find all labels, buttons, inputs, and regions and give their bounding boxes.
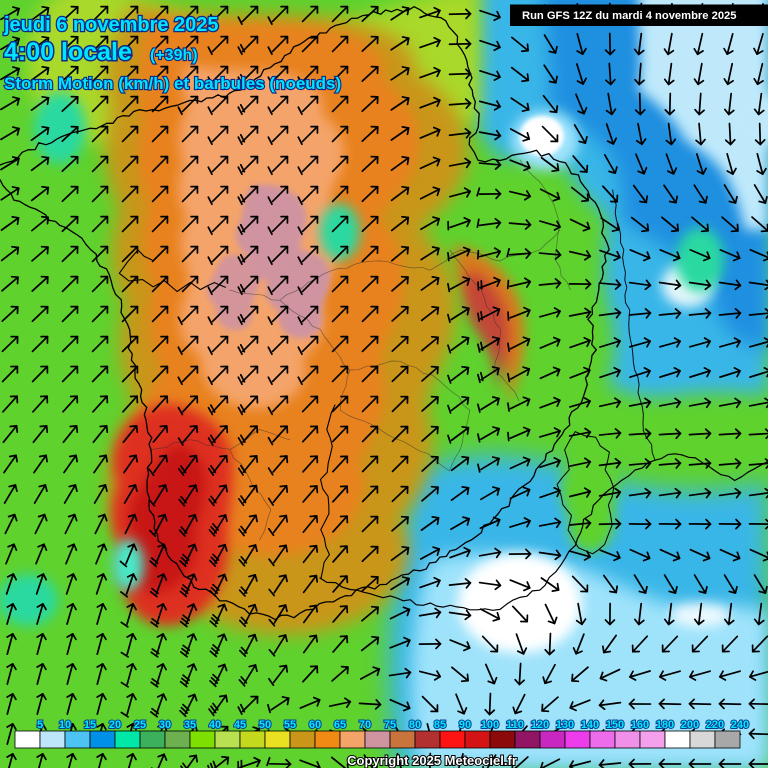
svg-text:100: 100	[481, 719, 499, 731]
svg-text:130: 130	[556, 719, 574, 731]
svg-text:30: 30	[159, 719, 171, 731]
svg-text:85: 85	[434, 719, 446, 731]
svg-text:35: 35	[184, 719, 196, 731]
svg-text:140: 140	[581, 719, 599, 731]
svg-text:90: 90	[459, 719, 471, 731]
svg-text:240: 240	[731, 719, 749, 731]
svg-text:jeudi 6 novembre 2025: jeudi 6 novembre 2025	[3, 14, 219, 36]
svg-text:65: 65	[334, 719, 346, 731]
svg-text:40: 40	[209, 719, 221, 731]
svg-text:20: 20	[109, 719, 121, 731]
svg-text:200: 200	[681, 719, 699, 731]
svg-text:4:00 locale: 4:00 locale	[4, 38, 132, 66]
svg-text:70: 70	[359, 719, 371, 731]
svg-text:160: 160	[631, 719, 649, 731]
svg-text:120: 120	[531, 719, 549, 731]
svg-text:15: 15	[84, 719, 96, 731]
svg-text:220: 220	[706, 719, 724, 731]
svg-text:(+39h): (+39h)	[150, 47, 198, 64]
svg-text:180: 180	[656, 719, 674, 731]
svg-text:Copyright 2025 Meteociel.fr: Copyright 2025 Meteociel.fr	[347, 753, 517, 768]
svg-text:50: 50	[259, 719, 271, 731]
svg-text:Storm Motion (km/h) et barbule: Storm Motion (km/h) et barbules (noeuds)	[4, 74, 341, 93]
svg-text:110: 110	[506, 719, 524, 731]
svg-text:5: 5	[37, 719, 43, 731]
svg-text:150: 150	[606, 719, 624, 731]
svg-text:80: 80	[409, 719, 421, 731]
svg-text:45: 45	[234, 719, 246, 731]
svg-text:25: 25	[134, 719, 146, 731]
svg-text:75: 75	[384, 719, 396, 731]
svg-text:Run GFS 12Z du mardi 4 novembr: Run GFS 12Z du mardi 4 novembre 2025	[522, 10, 737, 22]
svg-text:60: 60	[309, 719, 321, 731]
svg-text:55: 55	[284, 719, 296, 731]
svg-text:10: 10	[59, 719, 71, 731]
